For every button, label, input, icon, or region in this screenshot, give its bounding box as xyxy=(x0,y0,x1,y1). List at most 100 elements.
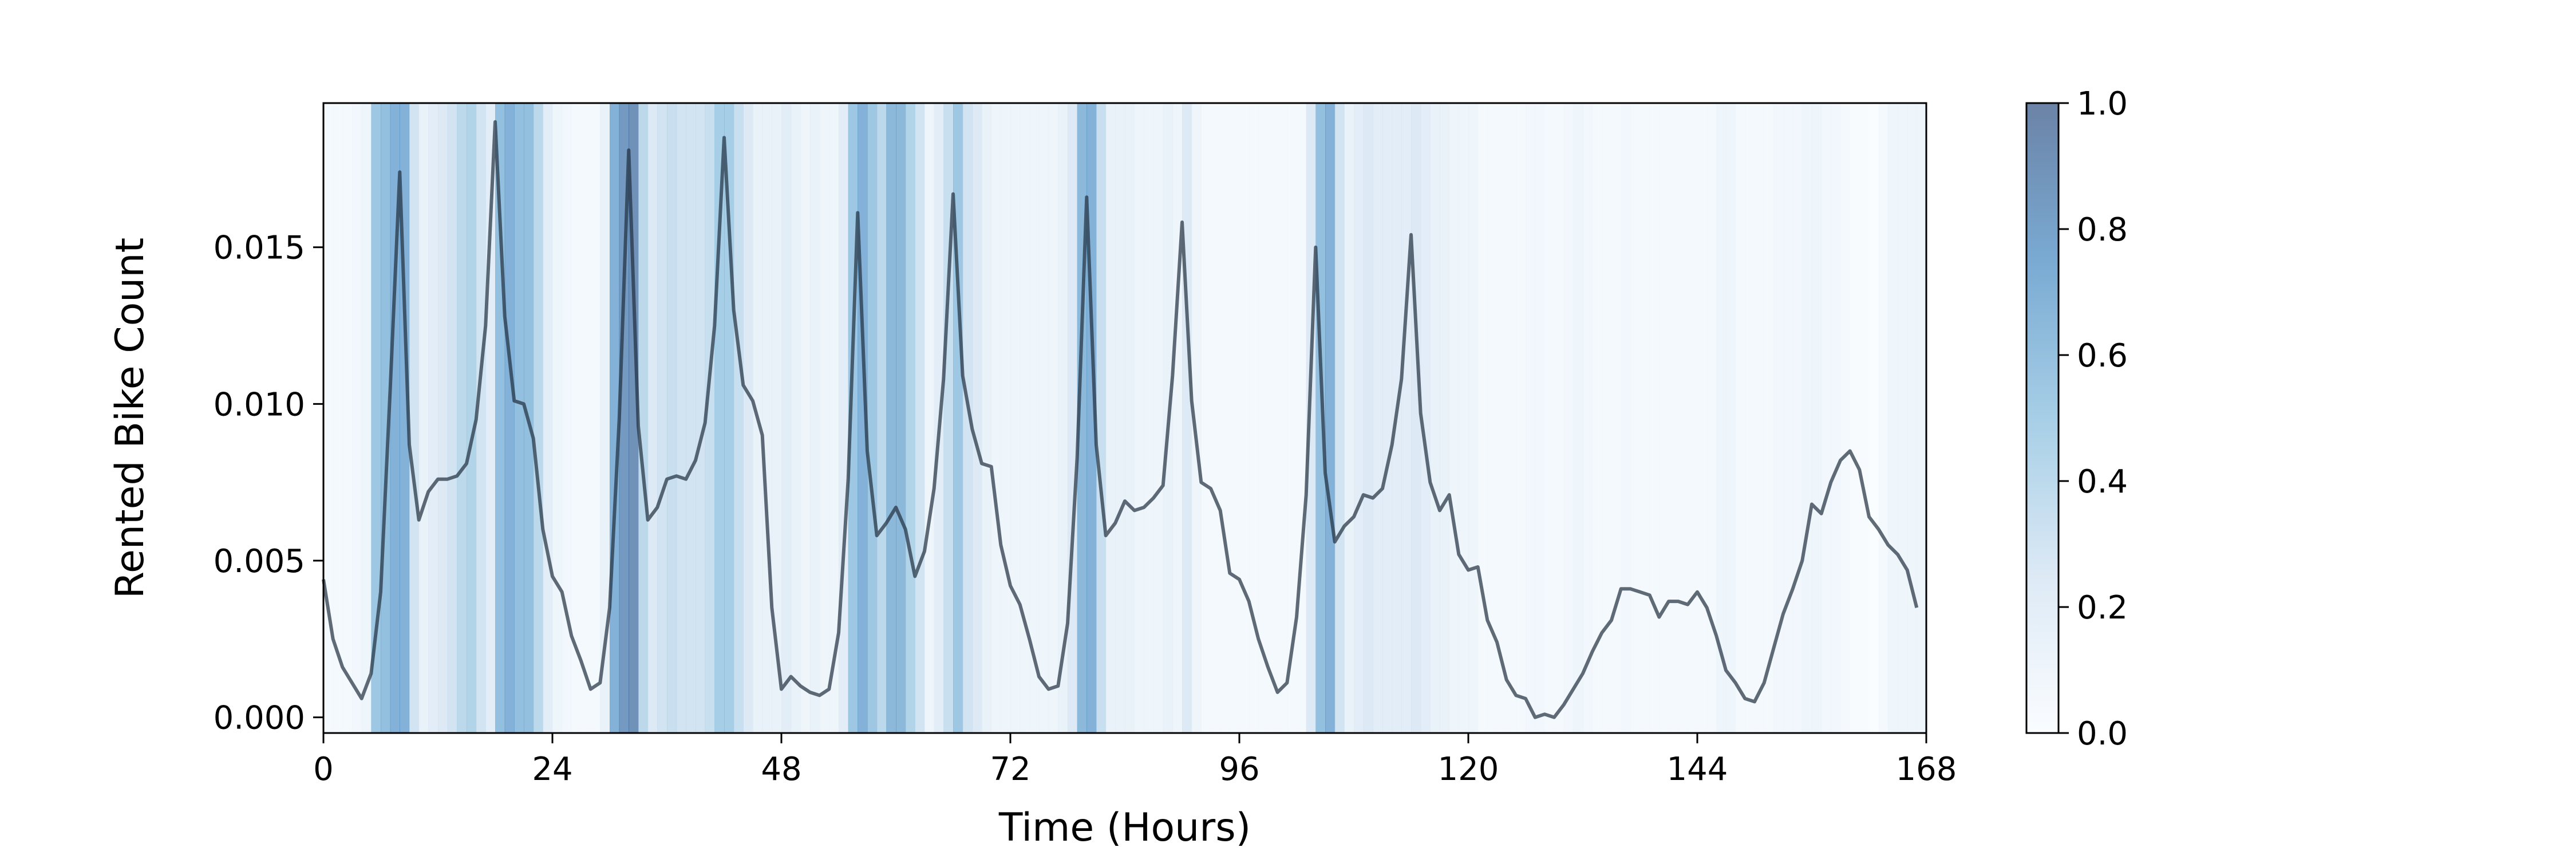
attention-band xyxy=(1726,103,1736,733)
attention-band xyxy=(1096,103,1107,733)
y-tick-label: 0.005 xyxy=(214,543,305,580)
attention-band xyxy=(1792,103,1803,733)
y-tick-label: 0.000 xyxy=(214,700,305,737)
attention-band xyxy=(428,103,438,733)
attention-band xyxy=(1249,103,1259,733)
attention-band xyxy=(1640,103,1650,733)
x-tick-label: 96 xyxy=(1219,751,1259,788)
attention-band xyxy=(1230,103,1240,733)
x-tick-label: 72 xyxy=(990,751,1030,788)
attention-band xyxy=(1688,103,1698,733)
attention-band xyxy=(1764,103,1774,733)
attention-band xyxy=(1105,103,1116,733)
attention-band xyxy=(562,103,572,733)
attention-band xyxy=(982,103,992,733)
attention-band xyxy=(915,103,925,733)
attention-band xyxy=(886,103,896,733)
attention-band xyxy=(1172,103,1183,733)
attention-band xyxy=(829,103,839,733)
attention-band xyxy=(1516,103,1526,733)
attention-band xyxy=(705,103,715,733)
x-tick-label: 144 xyxy=(1667,751,1728,788)
attention-band xyxy=(1344,103,1354,733)
attention-band xyxy=(1697,103,1708,733)
colorbar-tick-label: 0.6 xyxy=(2077,337,2128,375)
attention-band xyxy=(1812,103,1822,733)
attention-band xyxy=(1783,103,1793,733)
attention-band xyxy=(1048,103,1058,733)
attention-band xyxy=(696,103,706,733)
attention-band xyxy=(1563,103,1574,733)
y-tick-label: 0.010 xyxy=(214,386,305,423)
x-tick-label: 168 xyxy=(1896,751,1957,788)
colorbar-tick-label: 0.0 xyxy=(2077,715,2128,752)
attention-band xyxy=(1297,103,1307,733)
attention-band xyxy=(619,103,629,733)
attention-band xyxy=(1239,103,1250,733)
attention-band xyxy=(657,103,667,733)
attention-band xyxy=(1611,103,1622,733)
attention-band xyxy=(781,103,792,733)
attention-band xyxy=(1850,103,1860,733)
attention-band xyxy=(1706,103,1717,733)
attention-bands xyxy=(323,103,1936,733)
attention-band xyxy=(323,103,334,733)
attention-band xyxy=(1745,103,1755,733)
attention-band xyxy=(1487,103,1498,733)
x-axis-label: Time (Hours) xyxy=(998,805,1251,850)
attention-band xyxy=(1201,103,1211,733)
attention-band xyxy=(1363,103,1373,733)
attention-band xyxy=(791,103,801,733)
attention-band xyxy=(1220,103,1230,733)
attention-band xyxy=(476,103,486,733)
colorbar xyxy=(2026,103,2059,733)
attention-band xyxy=(1001,103,1011,733)
attention-band xyxy=(1420,103,1431,733)
attention-band xyxy=(1506,103,1516,733)
attention-band xyxy=(972,103,982,733)
attention-band xyxy=(667,103,677,733)
attention-band xyxy=(1029,103,1040,733)
attention-band xyxy=(1258,103,1269,733)
colorbar-frame xyxy=(2025,102,2060,734)
attention-band xyxy=(686,103,696,733)
attention-band xyxy=(543,103,553,733)
attention-band xyxy=(342,103,353,733)
attention-band xyxy=(467,103,477,733)
attention-band xyxy=(1926,103,1936,733)
attention-band xyxy=(1459,103,1469,733)
attention-band xyxy=(1917,103,1926,733)
attention-band xyxy=(1325,103,1336,733)
attention-band xyxy=(876,103,887,733)
attention-band xyxy=(1497,103,1507,733)
attention-band xyxy=(1535,103,1545,733)
attention-band xyxy=(762,103,772,733)
attention-band xyxy=(1268,103,1278,733)
attention-band xyxy=(1831,103,1841,733)
attention-band xyxy=(1287,103,1297,733)
attention-band xyxy=(1526,103,1536,733)
attention-band xyxy=(1898,103,1908,733)
attention-band xyxy=(533,103,543,733)
attention-band xyxy=(1544,103,1555,733)
attention-band xyxy=(571,103,582,733)
attention-band xyxy=(1440,103,1450,733)
x-tick-label: 0 xyxy=(313,751,334,788)
attention-band xyxy=(371,103,381,733)
attention-band xyxy=(1583,103,1593,733)
attention-band xyxy=(839,103,849,733)
colorbar-tick-label: 0.4 xyxy=(2077,463,2128,501)
attention-band xyxy=(1678,103,1688,733)
attention-band xyxy=(1716,103,1726,733)
attention-band xyxy=(1602,103,1612,733)
attention-band xyxy=(1649,103,1660,733)
attention-band xyxy=(1125,103,1135,733)
attention-band xyxy=(1630,103,1641,733)
attention-band xyxy=(590,103,600,733)
attention-band xyxy=(457,103,467,733)
attention-band xyxy=(905,103,915,733)
attention-band xyxy=(1382,103,1393,733)
attention-band xyxy=(1878,103,1888,733)
attention-band xyxy=(438,103,448,733)
